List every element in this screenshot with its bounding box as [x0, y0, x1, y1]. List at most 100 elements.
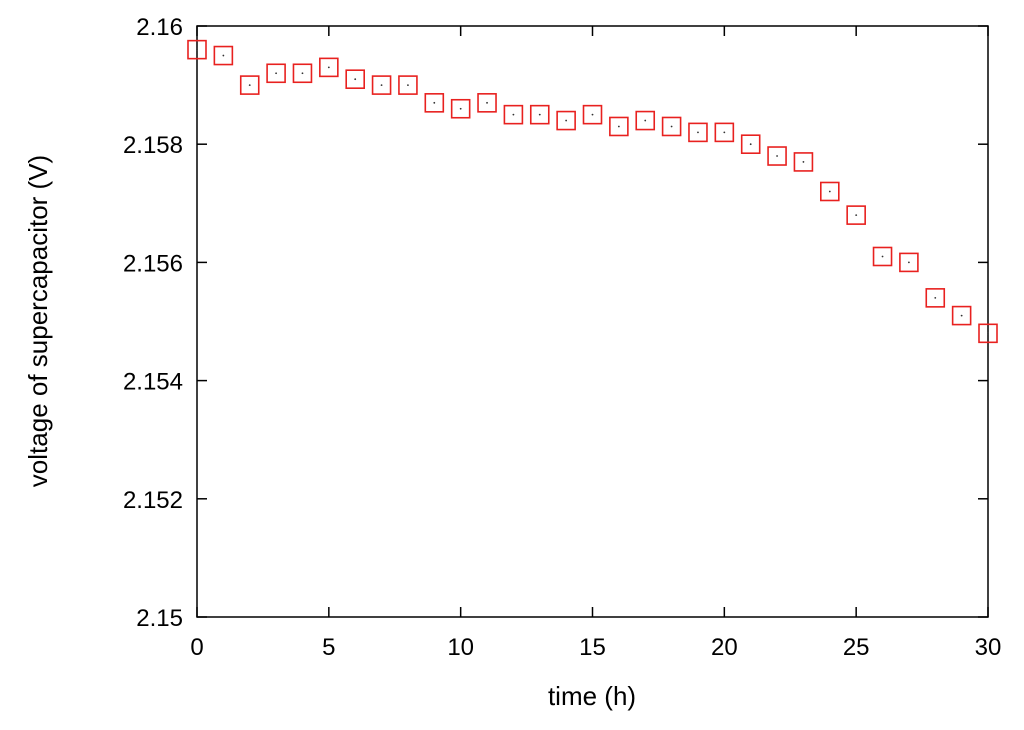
y-tick-label: 2.156 — [123, 250, 183, 277]
data-point — [740, 134, 761, 154]
data-point-marker — [556, 110, 576, 131]
data-point — [556, 110, 576, 131]
data-point-center — [327, 66, 330, 69]
data-point-center — [275, 72, 277, 75]
data-point-marker — [661, 116, 682, 137]
data-point-marker — [688, 122, 708, 143]
data-point-marker — [609, 116, 629, 137]
data-point-center — [670, 125, 673, 128]
data-point — [714, 122, 735, 143]
data-point-marker — [450, 98, 471, 119]
data-point — [292, 63, 313, 84]
data-point-center — [486, 101, 488, 104]
x-tick-label: 30 — [975, 634, 1002, 661]
data-point — [661, 116, 682, 137]
data-point-center — [749, 143, 752, 146]
data-point — [503, 104, 524, 125]
data-point-marker — [767, 146, 787, 166]
y-axis-label: voltage of supercapacitor (V) — [23, 155, 53, 487]
data-point — [371, 75, 392, 95]
data-point — [688, 122, 708, 143]
data-point-marker — [319, 57, 339, 78]
data-point-center — [459, 107, 462, 110]
data-point-center — [828, 190, 831, 193]
data-point-marker — [740, 134, 761, 154]
data-point — [266, 63, 286, 84]
data-point-marker — [239, 75, 260, 95]
x-tick-label: 10 — [447, 634, 474, 661]
data-point — [477, 93, 497, 113]
data-point — [345, 69, 366, 89]
data-point-center — [881, 255, 884, 258]
data-point-center — [802, 161, 805, 163]
y-tick-label: 2.152 — [123, 487, 183, 514]
data-point-center — [196, 48, 198, 51]
data-point-marker — [793, 152, 814, 172]
x-tick-label: 0 — [190, 634, 203, 661]
data-point-center — [433, 101, 436, 104]
data-point-center — [908, 261, 910, 264]
x-tick-label: 20 — [711, 634, 738, 661]
data-point-marker — [951, 305, 972, 326]
data-point-marker — [213, 45, 234, 66]
data-point-center — [960, 314, 963, 317]
data-point-marker — [424, 93, 445, 113]
data-point — [978, 323, 998, 344]
data-point — [582, 104, 603, 125]
data-point-marker — [899, 252, 919, 273]
data-point-marker — [477, 93, 497, 113]
data-point-center — [407, 84, 409, 86]
data-point-marker — [978, 323, 998, 344]
data-point-center — [855, 214, 858, 217]
data-point — [213, 45, 234, 66]
data-point-center — [697, 131, 699, 134]
data-point-marker — [529, 104, 550, 125]
data-point — [450, 98, 471, 119]
data-point-center — [301, 72, 304, 75]
data-point-marker — [345, 69, 366, 89]
x-tick-label: 5 — [322, 634, 335, 661]
data-point — [424, 93, 445, 113]
y-tick-label: 2.15 — [136, 605, 183, 632]
data-point — [609, 116, 629, 137]
data-point-center — [776, 155, 778, 157]
data-point-marker — [266, 63, 286, 84]
data-point-center — [644, 119, 647, 122]
data-point-marker — [872, 246, 893, 267]
data-point-center — [538, 113, 541, 116]
data-point-center — [248, 84, 251, 86]
data-point — [925, 288, 946, 308]
data-point — [767, 146, 787, 166]
data-point — [819, 181, 840, 202]
data-point — [793, 152, 814, 172]
data-point-center — [617, 125, 620, 128]
data-point-marker — [846, 205, 866, 225]
data-point — [319, 57, 339, 78]
x-axis-label: time (h) — [548, 681, 636, 711]
data-point-marker — [582, 104, 603, 125]
data-point-center — [723, 131, 726, 134]
data-point-marker — [714, 122, 735, 143]
data-point — [187, 39, 207, 60]
data-point — [951, 305, 972, 326]
data-point-center — [987, 332, 989, 335]
data-point — [899, 252, 919, 273]
data-point-marker — [925, 288, 946, 308]
y-tick-label: 2.158 — [123, 132, 183, 159]
y-tick-label: 2.154 — [123, 369, 183, 396]
data-point-marker — [819, 181, 840, 202]
data-point-center — [512, 113, 515, 116]
data-point — [872, 246, 893, 267]
data-point-center — [380, 84, 383, 86]
data-points — [187, 39, 998, 344]
data-point — [398, 75, 418, 95]
data-point-center — [354, 78, 357, 81]
x-tick-label: 25 — [843, 634, 870, 661]
data-point-marker — [292, 63, 313, 84]
data-point-marker — [503, 104, 524, 125]
y-axis-ticks: 2.15 2.152 2.154 2.156 2.158 2.16 — [123, 14, 988, 632]
x-tick-label: 15 — [579, 634, 606, 661]
y-tick-label: 2.16 — [136, 14, 183, 41]
x-axis-ticks: 0 5 10 15 20 25 30 — [190, 26, 1001, 661]
